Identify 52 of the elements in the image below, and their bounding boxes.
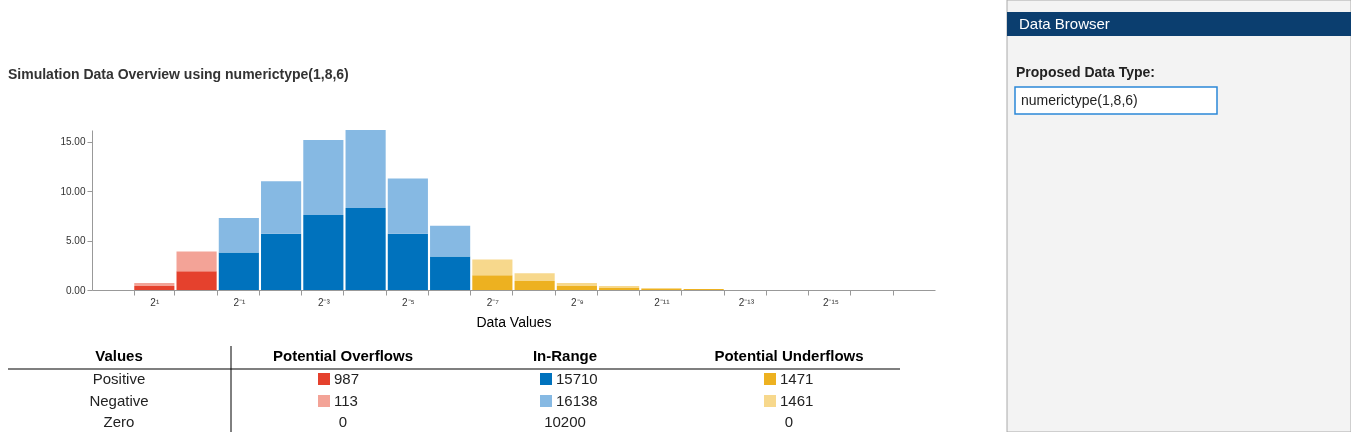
text: Data Browser: [1019, 15, 1110, 32]
x-tick-label: 2⁻¹: [233, 296, 246, 308]
bar: [303, 214, 344, 290]
y-tick-label: 0.00: [66, 284, 86, 296]
text: In-Range: [532, 347, 598, 364]
text: Zero: [103, 413, 135, 430]
bar: [472, 275, 513, 290]
bar: [218, 217, 259, 253]
x-axis-title: Data Values: [476, 313, 552, 330]
text: Positive: [92, 370, 146, 387]
x-tick-label: 2⁻⁷: [486, 296, 500, 308]
text: 0: [338, 413, 348, 430]
bar: [514, 273, 555, 282]
bar: [472, 259, 513, 276]
bar: [430, 225, 471, 257]
text: 1471: [780, 370, 814, 387]
chart-title: Simulation Data Overview using numerictype(1,8,6): [8, 66, 349, 82]
x-tick-label: 2⁻¹¹: [654, 296, 671, 308]
text: 16138: [556, 392, 598, 409]
x-tick-label: 2⁻¹³: [738, 296, 755, 308]
text: Potential Overflows: [272, 347, 414, 364]
text: Proposed Data Type:: [1016, 64, 1155, 80]
text: 0: [784, 413, 794, 430]
text: 10200: [544, 413, 586, 430]
text: Negative: [89, 392, 149, 409]
bar: [261, 233, 302, 290]
bar: [430, 256, 471, 290]
x-tick-label: 2¹: [150, 296, 160, 308]
x-tick-label: 2⁻⁵: [402, 296, 415, 308]
bar: [387, 233, 428, 290]
bar: [345, 130, 386, 209]
x-tick-label: 2⁻³: [317, 296, 331, 308]
y-tick-label: 5.00: [66, 235, 86, 247]
bar: [261, 181, 302, 234]
y-tick-label: 15.00: [60, 136, 86, 148]
y-tick-label: 10.00: [60, 185, 86, 197]
bar: [387, 178, 428, 234]
bar: [176, 271, 217, 290]
text: 987: [334, 370, 360, 387]
x-tick-label: 2⁻⁹: [570, 296, 584, 308]
text: 1461: [780, 392, 814, 409]
text: Values: [95, 347, 143, 364]
text: 113: [334, 392, 358, 409]
text: numerictype(1,8,6): [1021, 92, 1138, 108]
text: 15710: [556, 370, 598, 387]
text: Potential Underflows: [714, 347, 864, 364]
x-tick-label: 2⁻¹⁵: [822, 296, 839, 308]
bar: [218, 252, 259, 290]
bar: [176, 251, 217, 272]
bar: [514, 281, 555, 290]
bar: [303, 139, 344, 215]
bar: [345, 208, 386, 290]
